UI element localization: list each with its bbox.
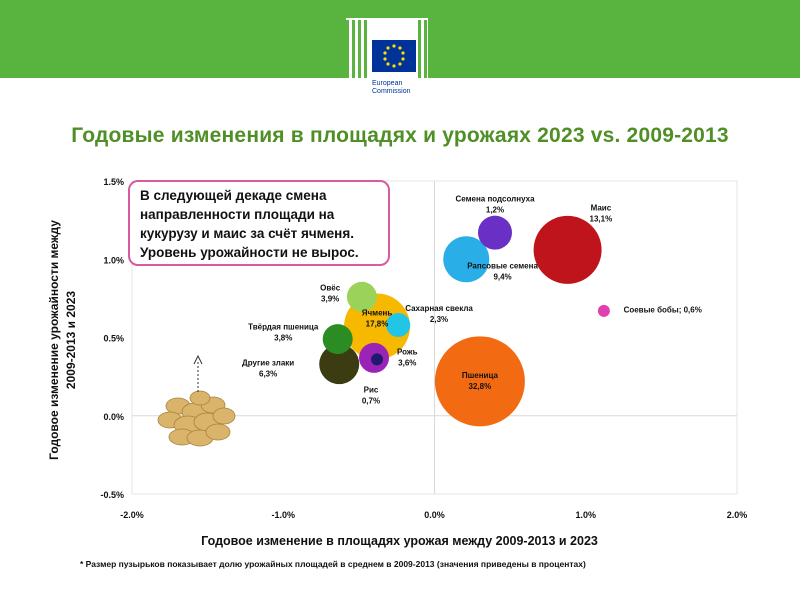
bubble-point bbox=[443, 236, 490, 283]
bubble-point bbox=[319, 344, 360, 385]
data-label: Соевые бобы; 0,6% bbox=[624, 305, 702, 314]
bubble-point bbox=[597, 304, 610, 317]
data-label: Овёс bbox=[320, 284, 341, 293]
data-label: 3,8% bbox=[274, 334, 292, 343]
note-line-4: Уровень урожайности не вырос. bbox=[140, 245, 359, 260]
y-tick-label: 1.0% bbox=[103, 255, 124, 265]
note-box: В следующей декаде смена направленности … bbox=[128, 180, 390, 266]
arrow-head-icon bbox=[193, 354, 203, 365]
bubble-point bbox=[434, 336, 525, 427]
data-label: Пшеница bbox=[462, 371, 499, 380]
data-label: 9,4% bbox=[493, 273, 511, 282]
data-label: Семена подсолнуха bbox=[455, 194, 535, 203]
logo-text-line1: European bbox=[372, 80, 403, 87]
y-axis-title-line2: 2009-2013 и 2023 bbox=[64, 291, 78, 389]
bubble-point bbox=[386, 312, 411, 337]
bubble-point bbox=[533, 215, 602, 284]
bubble-point bbox=[322, 324, 353, 355]
data-label: 3,6% bbox=[398, 359, 416, 368]
bubble-point bbox=[371, 353, 384, 366]
x-tick-label: 2.0% bbox=[727, 510, 748, 520]
y-tick-label: 0.5% bbox=[103, 334, 124, 344]
data-label: Рапсовые семена bbox=[467, 262, 538, 271]
y-tick-label: 0.0% bbox=[103, 412, 124, 422]
data-label: 1,2% bbox=[486, 205, 504, 214]
data-label: Ячмень bbox=[362, 309, 393, 318]
bubble-point bbox=[346, 281, 377, 312]
footnote: * Размер пузырьков показывает долю урожа… bbox=[80, 559, 586, 569]
x-tick-label: -2.0% bbox=[120, 510, 144, 520]
data-label: Маис bbox=[591, 204, 612, 213]
y-tick-label: -0.5% bbox=[100, 490, 124, 500]
logo-building-icon bbox=[346, 20, 427, 78]
y-axis-title-line1: Годовое изменение урожайности между bbox=[47, 220, 61, 460]
data-label: Рис bbox=[364, 385, 379, 394]
x-tick-label: 1.0% bbox=[575, 510, 596, 520]
y-tick-label: 1.5% bbox=[103, 177, 124, 187]
data-label: 0,7% bbox=[362, 396, 380, 405]
data-label: 13,1% bbox=[590, 215, 613, 224]
x-axis-title: Годовое изменение в площадях урожая межд… bbox=[201, 534, 598, 548]
bubble-point bbox=[478, 215, 512, 250]
data-label: Твёрдая пшеница bbox=[248, 323, 319, 332]
note-line-2: направленности площади на bbox=[140, 207, 335, 222]
x-tick-label: -1.0% bbox=[271, 510, 295, 520]
data-label: 32,8% bbox=[469, 382, 492, 391]
eu-flag-icon bbox=[372, 40, 416, 72]
note-line-3: кукурузу и маис за счёт ячменя. bbox=[140, 226, 354, 241]
data-label: 3,9% bbox=[321, 295, 339, 304]
x-tick-label: 0.0% bbox=[424, 510, 445, 520]
data-label: Рожь bbox=[397, 348, 418, 357]
data-label: 6,3% bbox=[259, 370, 277, 379]
logo-text-line2: Commission bbox=[372, 88, 411, 95]
data-label: Сахарная свекла bbox=[405, 304, 473, 313]
data-label: 2,3% bbox=[430, 315, 448, 324]
logo-text: European Commission bbox=[372, 80, 411, 96]
note-line-1: В следующей декаде смена bbox=[140, 188, 327, 203]
data-label: 17,8% bbox=[366, 320, 389, 329]
potato-icon bbox=[157, 390, 236, 447]
data-label: Другие злаки bbox=[242, 359, 294, 368]
page-title: Годовые изменения в площадях и урожаях 2… bbox=[71, 124, 729, 147]
